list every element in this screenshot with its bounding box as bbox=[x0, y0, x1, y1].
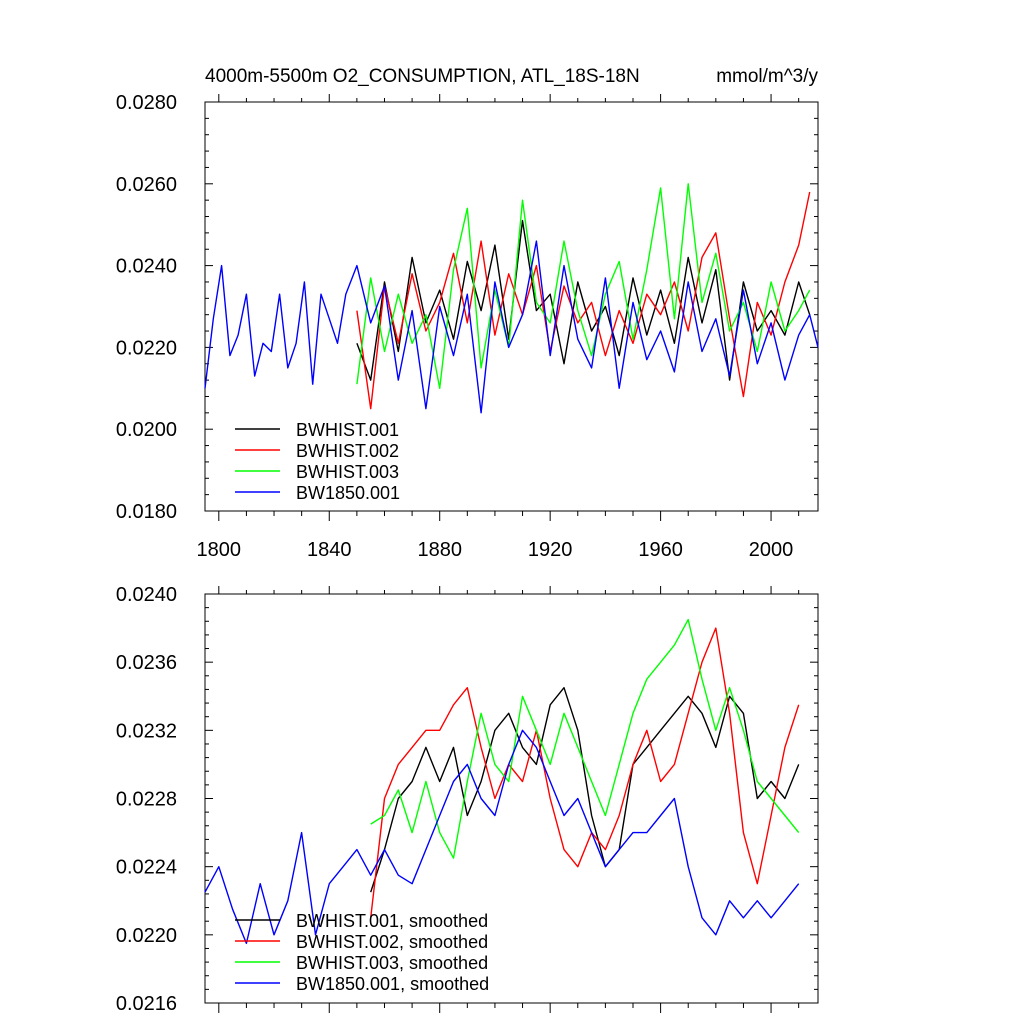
y-tick-label-top: 0.0260 bbox=[116, 174, 177, 196]
legend-label-bw1850-001-smoothed: BW1850.001, smoothed bbox=[296, 974, 489, 994]
y-tick-label-top: 0.0240 bbox=[116, 256, 177, 278]
y-tick-label-bottom: 0.0240 bbox=[116, 584, 177, 606]
series-line-bwhist-003 bbox=[356, 183, 811, 389]
y-tick-label-top: 0.0180 bbox=[116, 501, 177, 523]
series-line-bw1850-001 bbox=[204, 240, 819, 414]
y-tick-label-bottom: 0.0232 bbox=[116, 720, 177, 742]
y-tick-label-bottom: 0.0216 bbox=[116, 993, 177, 1015]
axis-ticks-top: 0.0180 0.0200 0.0220 0.0240 0.0260 0.0280 1800… bbox=[116, 92, 818, 561]
bottom-panel: 0.0216 0.0220 0.0224 0.0228 0.0232 0.0236 0.02… bbox=[116, 584, 819, 1015]
chart-title: 4000m-5500m O2_CONSUMPTION, ATL_18S-18N bbox=[205, 66, 640, 87]
top-panel: 4000m-5500m O2_CONSUMPTION, ATL_18S-18N … bbox=[116, 66, 819, 561]
y-tick-label-bottom: 0.0236 bbox=[116, 652, 177, 674]
series-line-bwhist-003-smoothed bbox=[370, 618, 800, 859]
legend-label-bwhist-003: BWHIST.003 bbox=[296, 462, 399, 482]
x-tick-label-top: 2000 bbox=[749, 539, 794, 561]
x-tick-label-top: 1960 bbox=[638, 539, 683, 561]
legend-bottom: BWHIST.001, smoothed BWHIST.002, smoothe… bbox=[235, 911, 489, 994]
y-tick-label-bottom: 0.0220 bbox=[116, 925, 177, 947]
series-line-bwhist-002 bbox=[356, 191, 811, 410]
series-line-bwhist-001-smoothed bbox=[370, 687, 800, 893]
legend-label-bwhist-003-smoothed: BWHIST.003, smoothed bbox=[296, 953, 488, 973]
x-tick-label-top: 1920 bbox=[528, 539, 573, 561]
units-label: mmol/m^3/y bbox=[716, 66, 818, 87]
series-line-bw1850-001-smoothed bbox=[204, 729, 800, 945]
plot-frame-top bbox=[204, 101, 819, 512]
axis-ticks-bottom: 0.0216 0.0220 0.0224 0.0228 0.0232 0.0236 0.02… bbox=[116, 584, 818, 1015]
y-tick-label-bottom: 0.0224 bbox=[116, 857, 177, 879]
x-tick-label-top: 1880 bbox=[417, 539, 462, 561]
y-tick-label-bottom: 0.0228 bbox=[116, 789, 177, 811]
legend-label-bwhist-002: BWHIST.002 bbox=[296, 441, 399, 461]
x-tick-label-top: 1800 bbox=[197, 539, 242, 561]
series-line-bwhist-002-smoothed bbox=[370, 627, 800, 918]
legend-label-bwhist-001-smoothed: BWHIST.001, smoothed bbox=[296, 911, 488, 931]
legend-label-bwhist-001: BWHIST.001 bbox=[296, 420, 399, 440]
y-tick-label-top: 0.0280 bbox=[116, 92, 177, 114]
series-lines-bottom bbox=[204, 618, 800, 945]
legend-label-bw1850-001: BW1850.001 bbox=[296, 483, 400, 503]
y-tick-label-top: 0.0220 bbox=[116, 337, 177, 359]
series-lines-top bbox=[204, 183, 819, 414]
x-tick-label-top: 1840 bbox=[307, 539, 352, 561]
y-tick-label-top: 0.0200 bbox=[116, 419, 177, 441]
legend-top: BWHIST.001 BWHIST.002 BWHIST.003 BW1850.… bbox=[235, 420, 400, 503]
legend-label-bwhist-002-smoothed: BWHIST.002, smoothed bbox=[296, 932, 488, 952]
